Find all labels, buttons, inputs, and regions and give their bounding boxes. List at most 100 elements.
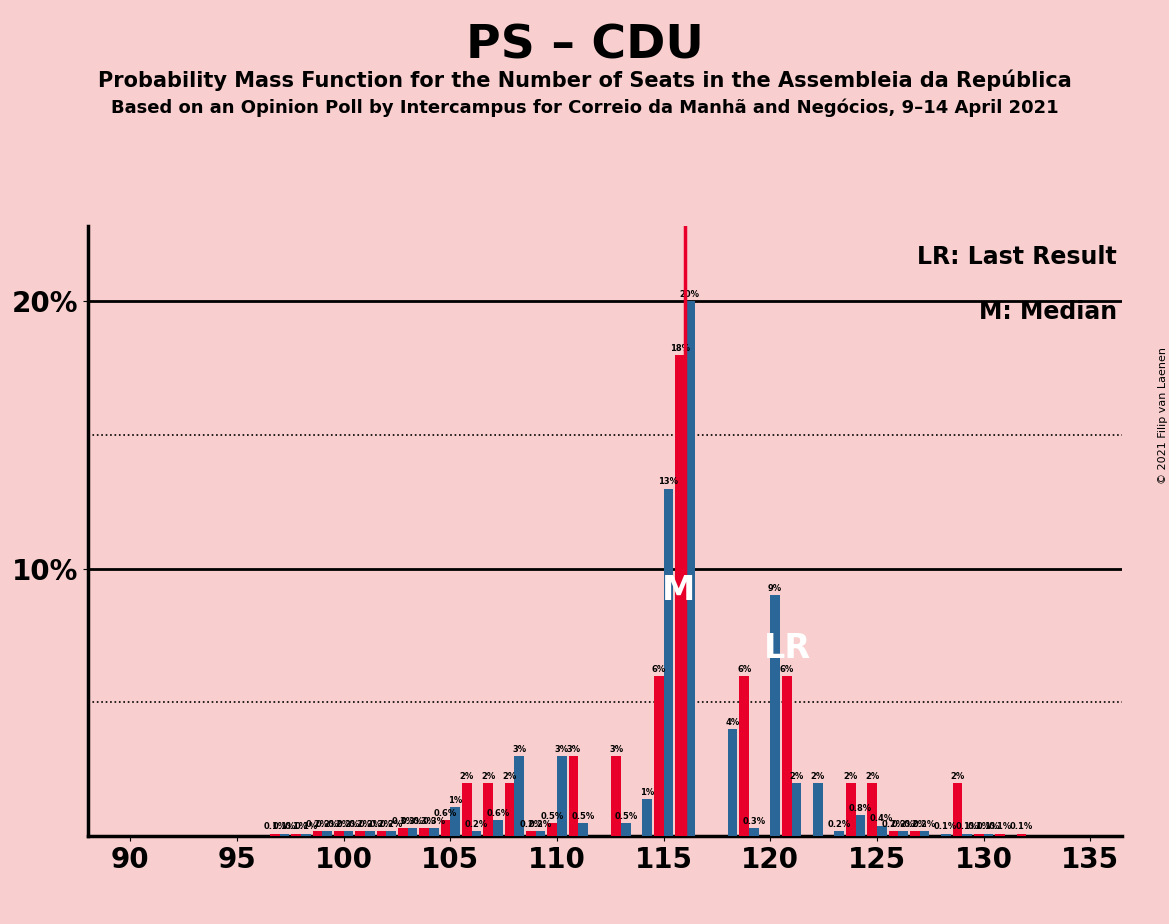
Text: Based on an Opinion Poll by Intercampus for Correio da Manhã and Negócios, 9–14 : Based on an Opinion Poll by Intercampus … xyxy=(111,99,1058,117)
Text: 0.3%: 0.3% xyxy=(422,817,445,826)
Text: 6%: 6% xyxy=(736,664,752,674)
Text: LR: LR xyxy=(763,633,811,665)
Bar xyxy=(365,831,374,836)
Bar xyxy=(621,823,630,836)
Bar xyxy=(867,783,877,836)
Text: 0.2%: 0.2% xyxy=(892,820,914,829)
Text: 3%: 3% xyxy=(555,745,569,754)
Text: 0.2%: 0.2% xyxy=(358,820,381,829)
Text: 0.2%: 0.2% xyxy=(465,820,489,829)
Bar xyxy=(579,823,588,836)
Text: 0.2%: 0.2% xyxy=(528,820,552,829)
Text: 13%: 13% xyxy=(658,478,678,486)
Bar xyxy=(429,828,438,836)
Bar xyxy=(898,831,908,836)
Bar xyxy=(291,833,300,836)
Text: 0.2%: 0.2% xyxy=(904,820,926,829)
Bar xyxy=(791,783,801,836)
Text: 0.2%: 0.2% xyxy=(327,820,351,829)
Bar xyxy=(397,828,408,836)
Bar xyxy=(505,783,514,836)
Bar xyxy=(995,833,1005,836)
Text: 2%: 2% xyxy=(503,772,517,781)
Bar xyxy=(526,831,535,836)
Text: 2%: 2% xyxy=(482,772,496,781)
Text: 0.3%: 0.3% xyxy=(392,817,414,826)
Bar xyxy=(270,833,279,836)
Text: 18%: 18% xyxy=(670,344,690,353)
Bar xyxy=(279,833,289,836)
Text: 0.3%: 0.3% xyxy=(742,817,766,826)
Bar xyxy=(782,675,791,836)
Bar xyxy=(856,815,865,836)
Bar xyxy=(300,833,311,836)
Text: LR: Last Result: LR: Last Result xyxy=(918,245,1118,269)
Text: 0.3%: 0.3% xyxy=(401,817,424,826)
Text: 0.2%: 0.2% xyxy=(337,820,360,829)
Text: 0.1%: 0.1% xyxy=(989,822,1011,832)
Text: 0.2%: 0.2% xyxy=(913,820,936,829)
Bar xyxy=(909,831,920,836)
Text: 0.2%: 0.2% xyxy=(316,820,339,829)
Bar xyxy=(846,783,856,836)
Text: 6%: 6% xyxy=(651,664,666,674)
Bar xyxy=(983,833,994,836)
Text: 4%: 4% xyxy=(725,718,740,727)
Bar xyxy=(888,831,898,836)
Bar xyxy=(344,831,353,836)
Bar xyxy=(376,831,386,836)
Text: 0.6%: 0.6% xyxy=(486,809,510,818)
Text: 2%: 2% xyxy=(459,772,473,781)
Text: 2%: 2% xyxy=(865,772,879,781)
Bar xyxy=(556,756,567,836)
Bar xyxy=(323,831,332,836)
Text: 0.5%: 0.5% xyxy=(572,811,595,821)
Text: 0.5%: 0.5% xyxy=(540,811,563,821)
Bar xyxy=(664,489,673,836)
Text: 0.1%: 0.1% xyxy=(284,822,307,832)
Text: © 2021 Filip van Laenen: © 2021 Filip van Laenen xyxy=(1158,347,1168,484)
Text: M: M xyxy=(662,574,696,607)
Text: 0.1%: 0.1% xyxy=(295,822,318,832)
Text: 0.6%: 0.6% xyxy=(434,809,457,818)
Bar xyxy=(642,798,652,836)
Bar xyxy=(812,783,823,836)
Text: 2%: 2% xyxy=(950,772,964,781)
Text: 9%: 9% xyxy=(768,584,782,593)
Text: 0.2%: 0.2% xyxy=(348,820,372,829)
Text: M: Median: M: Median xyxy=(978,299,1118,323)
Bar xyxy=(920,831,929,836)
Bar xyxy=(420,828,429,836)
Text: 2%: 2% xyxy=(810,772,825,781)
Bar xyxy=(483,783,493,836)
Text: 0.1%: 0.1% xyxy=(272,822,296,832)
Text: 1%: 1% xyxy=(639,787,655,796)
Bar xyxy=(611,756,621,836)
Bar xyxy=(386,831,396,836)
Bar xyxy=(535,831,545,836)
Text: 0.1%: 0.1% xyxy=(977,822,999,832)
Bar xyxy=(953,783,962,836)
Text: 0.1%: 0.1% xyxy=(967,822,990,832)
Bar xyxy=(676,355,685,836)
Bar xyxy=(877,825,886,836)
Bar xyxy=(749,828,759,836)
Text: 3%: 3% xyxy=(567,745,581,754)
Bar xyxy=(568,756,579,836)
Bar xyxy=(471,831,482,836)
Text: 1%: 1% xyxy=(448,796,462,805)
Text: 0.1%: 0.1% xyxy=(1010,822,1033,832)
Bar xyxy=(653,675,664,836)
Text: 0.8%: 0.8% xyxy=(849,804,872,813)
Text: Probability Mass Function for the Number of Seats in the Assembleia da República: Probability Mass Function for the Number… xyxy=(98,69,1071,91)
Bar xyxy=(355,831,365,836)
Bar xyxy=(441,821,450,836)
Text: 0.2%: 0.2% xyxy=(828,820,851,829)
Bar xyxy=(313,831,323,836)
Text: 3%: 3% xyxy=(609,745,623,754)
Bar xyxy=(462,783,471,836)
Text: PS – CDU: PS – CDU xyxy=(465,23,704,68)
Bar xyxy=(514,756,524,836)
Text: 0.5%: 0.5% xyxy=(614,811,637,821)
Text: 0.2%: 0.2% xyxy=(369,820,393,829)
